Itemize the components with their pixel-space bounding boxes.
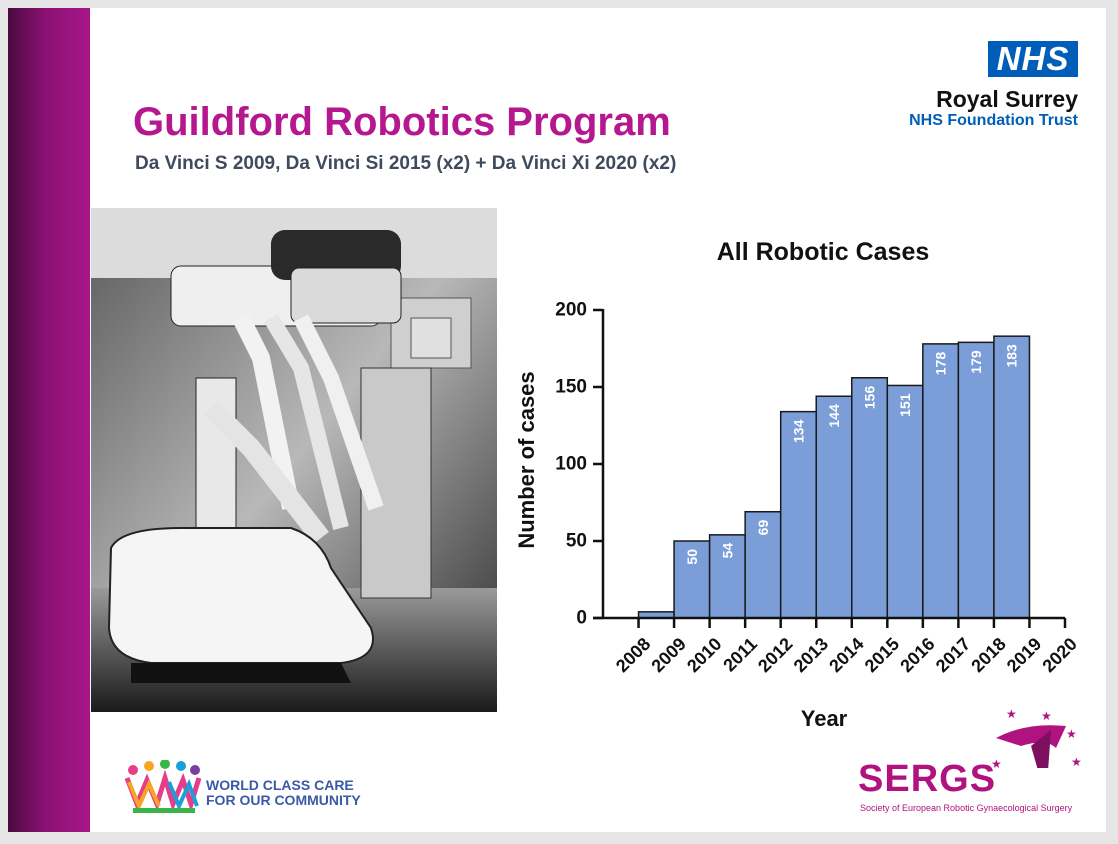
bar-2014 — [815, 395, 853, 619]
bar-2018 — [957, 341, 995, 619]
data-label-2014: 144 — [826, 404, 842, 428]
x-tick-label-2019: 2019 — [1003, 634, 1045, 676]
x-tick-label-2008: 2008 — [612, 634, 654, 676]
sidebar-accent-bar — [8, 8, 90, 832]
data-label-2017: 178 — [933, 352, 949, 376]
slide-title: Guildford Robotics Program — [133, 100, 671, 144]
chart-svg: All Robotic Cases Number of cases Year 5… — [514, 238, 1081, 731]
data-label-2018: 179 — [968, 350, 984, 374]
bar-2012 — [744, 510, 782, 619]
chart-title: All Robotic Cases — [717, 238, 930, 266]
y-tick-label-50: 50 — [566, 531, 587, 552]
y-tick-label-200: 200 — [555, 300, 587, 321]
x-tick-label-2014: 2014 — [825, 634, 867, 676]
y-axis-label: Number of cases — [514, 371, 539, 548]
data-label-2019: 183 — [1004, 344, 1020, 368]
data-label-2016: 151 — [897, 393, 913, 417]
data-label-2013: 134 — [790, 419, 806, 443]
wcc-line-1: WORLD CLASS CARE — [206, 777, 354, 793]
svg-text:★: ★ — [1071, 755, 1082, 768]
x-tick-label-2012: 2012 — [754, 634, 796, 676]
x-tick-label-2009: 2009 — [647, 634, 689, 676]
bar-2011 — [708, 534, 746, 619]
svg-text:★: ★ — [1006, 708, 1017, 721]
slide: Guildford Robotics Program Da Vinci S 20… — [8, 8, 1106, 832]
data-label-2012: 69 — [755, 520, 771, 536]
trust-name: Royal Surrey — [936, 86, 1078, 112]
bar-2019 — [993, 335, 1031, 619]
x-axis-label: Year — [801, 706, 848, 728]
x-tick-label-2010: 2010 — [683, 634, 725, 676]
x-tick-label-2018: 2018 — [967, 634, 1009, 676]
x-tick-label-2011: 2011 — [719, 634, 761, 676]
data-label-2011: 54 — [719, 543, 735, 559]
bar-chart: All Robotic Cases Number of cases Year 5… — [498, 228, 1098, 733]
y-tick-label-100: 100 — [555, 454, 587, 475]
world-class-care-text: WORLD CLASS CARE FOR OUR COMMUNITY — [206, 778, 361, 808]
x-tick-label-2016: 2016 — [896, 634, 938, 676]
bar-2017 — [922, 343, 960, 619]
svg-text:★: ★ — [1066, 727, 1077, 741]
x-tick-label-2015: 2015 — [861, 634, 903, 676]
x-tick-label-2017: 2017 — [932, 634, 974, 676]
y-tick-label-150: 150 — [555, 377, 587, 398]
bar-2013 — [779, 410, 817, 619]
data-label-2010: 50 — [684, 549, 700, 565]
wcc-line-2: FOR OUR COMMUNITY — [206, 792, 361, 808]
svg-text:★: ★ — [1041, 709, 1052, 723]
slide-subtitle: Da Vinci S 2009, Da Vinci Si 2015 (x2) +… — [135, 153, 677, 174]
sergs-logo: ★ ★ ★ ★ ★ — [991, 708, 1082, 768]
world-class-care-logo — [124, 760, 202, 813]
x-tick-label-2020: 2020 — [1038, 634, 1080, 676]
bar-2016 — [886, 384, 924, 619]
data-label-2015: 156 — [862, 386, 878, 410]
sergs-title: SERGS — [858, 758, 997, 800]
sergs-subtitle: Society of European Robotic Gynaecologic… — [860, 803, 1073, 813]
nhs-logo: NHS — [988, 41, 1078, 77]
x-tick-label-2013: 2013 — [790, 634, 832, 676]
svg-text:★: ★ — [991, 757, 1002, 768]
trust-subtitle: NHS Foundation Trust — [909, 112, 1078, 129]
bar-2015 — [851, 377, 889, 619]
y-tick-label-0: 0 — [576, 608, 587, 629]
robot-photo — [91, 208, 497, 712]
